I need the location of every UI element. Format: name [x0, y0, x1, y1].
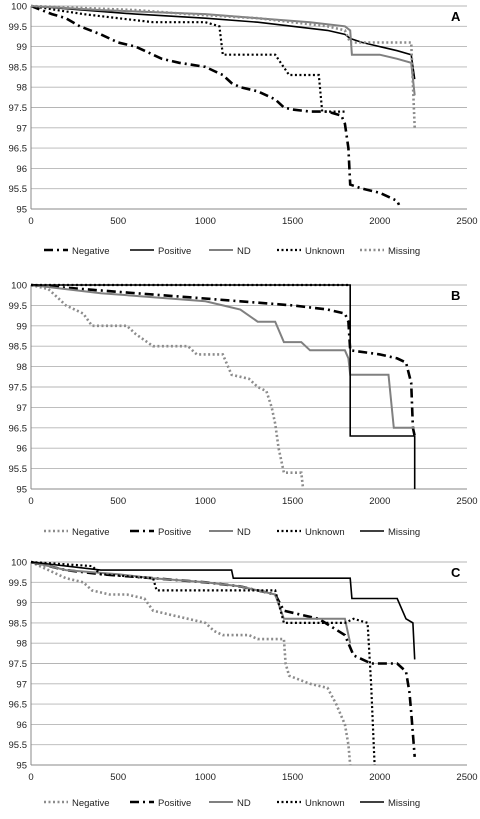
series-line-missing [31, 561, 416, 660]
y-tick-label: 99.5 [9, 301, 28, 312]
panel-label: C [451, 565, 461, 580]
y-tick-label: 97 [16, 403, 27, 414]
legend-label: Negative [72, 246, 110, 257]
x-tick-label: 1500 [282, 772, 303, 783]
y-tick-label: 100 [11, 281, 27, 292]
legend-label: Missing [388, 798, 420, 809]
panel-label: A [451, 9, 461, 24]
legend-label: ND [237, 246, 251, 257]
series-line-negative [31, 4, 401, 206]
x-tick-label: 1000 [195, 216, 216, 227]
y-tick-label: 99 [16, 598, 27, 609]
legend-label: Positive [158, 527, 191, 538]
y-tick-label: 98.5 [9, 618, 28, 629]
y-tick-label: 97 [16, 679, 27, 690]
y-tick-label: 97.5 [9, 103, 28, 114]
y-tick-label: 96.5 [9, 144, 28, 155]
x-tick-label: 0 [28, 772, 33, 783]
y-tick-label: 99.5 [9, 22, 28, 33]
x-tick-label: 500 [110, 772, 126, 783]
legend-label: ND [237, 527, 251, 538]
y-tick-label: 99 [16, 321, 27, 332]
y-tick-label: 95.5 [9, 184, 28, 195]
x-tick-label: 2000 [369, 216, 390, 227]
x-tick-label: 1500 [282, 496, 303, 507]
legend-label: Negative [72, 798, 110, 809]
x-tick-label: 2500 [456, 216, 477, 227]
series-line-nd [31, 284, 415, 429]
y-tick-label: 95 [16, 485, 27, 496]
y-tick-label: 96 [16, 444, 27, 455]
legend-label: Unknown [305, 527, 345, 538]
x-tick-label: 2500 [456, 496, 477, 507]
x-tick-label: 2000 [369, 496, 390, 507]
series-line-missing [31, 4, 416, 128]
y-tick-label: 96.5 [9, 423, 28, 434]
y-tick-label: 96 [16, 164, 27, 175]
x-tick-label: 1000 [195, 496, 216, 507]
y-tick-label: 98 [16, 83, 27, 94]
legend-label: Positive [158, 246, 191, 257]
x-tick-label: 500 [110, 216, 126, 227]
legend-label: ND [237, 798, 251, 809]
legend-label: Missing [388, 246, 420, 257]
y-tick-label: 95.5 [9, 464, 28, 475]
series-line-unknown [31, 4, 345, 113]
series-line-positive [31, 283, 416, 437]
series-line-negative [31, 283, 305, 490]
legend-label: Negative [72, 527, 110, 538]
y-tick-label: 95 [16, 205, 27, 216]
y-tick-label: 97.5 [9, 659, 28, 670]
y-tick-label: 95 [16, 761, 27, 772]
x-tick-label: 1500 [282, 216, 303, 227]
y-tick-label: 98 [16, 639, 27, 650]
series-line-positive [31, 5, 416, 80]
legend-label: Unknown [305, 246, 345, 257]
y-tick-label: 99.5 [9, 578, 28, 589]
y-tick-label: 95.5 [9, 740, 28, 751]
series-line-nd [31, 561, 352, 644]
x-tick-label: 500 [110, 496, 126, 507]
y-tick-label: 99 [16, 42, 27, 53]
y-tick-label: 98 [16, 362, 27, 373]
x-tick-label: 0 [28, 496, 33, 507]
y-tick-label: 96 [16, 720, 27, 731]
y-tick-label: 100 [11, 558, 27, 569]
y-tick-label: 97 [16, 123, 27, 134]
x-tick-label: 2000 [369, 772, 390, 783]
x-tick-label: 1000 [195, 772, 216, 783]
series-line-missing [31, 284, 416, 489]
y-tick-label: 97.5 [9, 383, 28, 394]
legend-label: Missing [388, 527, 420, 538]
legend-label: Unknown [305, 798, 345, 809]
x-tick-label: 2500 [456, 772, 477, 783]
y-tick-label: 98.5 [9, 62, 28, 73]
y-tick-label: 96.5 [9, 700, 28, 711]
x-tick-label: 0 [28, 216, 33, 227]
y-tick-label: 98.5 [9, 342, 28, 353]
y-tick-label: 100 [11, 2, 27, 13]
legend-label: Positive [158, 798, 191, 809]
panel-label: B [451, 288, 460, 303]
